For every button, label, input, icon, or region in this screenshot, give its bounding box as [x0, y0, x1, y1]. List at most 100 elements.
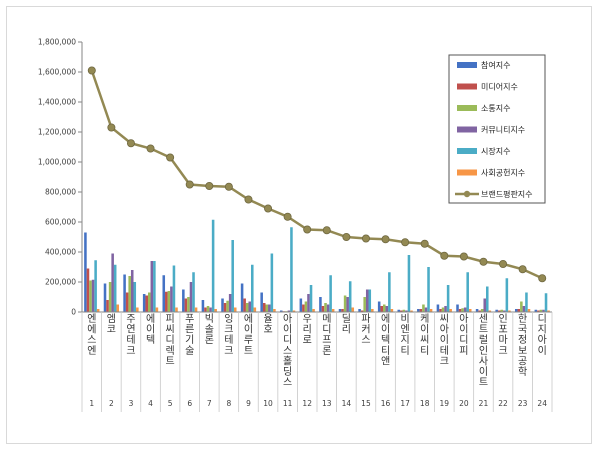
bar-6 — [273, 309, 276, 312]
bar-5 — [525, 292, 528, 312]
bar-3 — [343, 295, 347, 312]
bar-6 — [312, 309, 315, 312]
bar-4 — [209, 307, 212, 312]
bar-1 — [240, 283, 244, 312]
bar-5 — [309, 285, 313, 312]
trend-point — [205, 181, 214, 190]
bar-3 — [206, 306, 210, 312]
category-index: 24 — [537, 399, 547, 408]
bar-3 — [441, 307, 445, 312]
bar-1 — [182, 289, 185, 312]
bar-6 — [468, 309, 472, 312]
bar-1 — [377, 301, 381, 312]
bar-4 — [326, 304, 330, 312]
bar-2 — [478, 310, 481, 312]
bar-1 — [417, 309, 420, 312]
bar-1 — [358, 309, 361, 312]
bar-6 — [331, 309, 335, 312]
bar-6 — [96, 309, 100, 312]
bar-2 — [458, 309, 462, 312]
bar-2 — [341, 309, 344, 312]
legend-label: 미디어지수 — [481, 82, 518, 92]
bar-2 — [517, 309, 521, 312]
category-index: 13 — [322, 399, 332, 408]
category-index: 3 — [129, 399, 134, 408]
trend-point — [420, 239, 429, 248]
bar-1 — [221, 298, 224, 312]
bar-3 — [187, 297, 190, 312]
bar-1 — [397, 309, 401, 312]
bar-4 — [522, 306, 526, 312]
legend-label: 참여지수 — [481, 60, 510, 70]
legend-swatch — [457, 62, 477, 68]
bar-2 — [125, 292, 129, 312]
category-index: 7 — [207, 399, 212, 408]
bar-4 — [365, 289, 369, 312]
bar-4 — [150, 261, 154, 312]
bar-4 — [170, 286, 173, 312]
bar-2 — [400, 310, 403, 312]
bar-5 — [94, 260, 97, 312]
bar-2 — [243, 298, 246, 312]
category-index: 18 — [420, 399, 430, 408]
category-index: 15 — [361, 399, 371, 408]
trend-point — [303, 225, 312, 234]
bar-4 — [444, 306, 447, 312]
bar-6 — [214, 309, 217, 312]
bar-3 — [226, 300, 229, 312]
bar-5 — [329, 275, 332, 312]
y-tick-label: 600,000 — [45, 218, 76, 227]
category-index: 12 — [302, 399, 312, 408]
bar-3 — [383, 304, 386, 312]
bar-2 — [439, 309, 442, 312]
category-index: 9 — [246, 399, 251, 408]
bar-6 — [136, 307, 139, 312]
bar-2 — [86, 268, 90, 312]
trend-line — [87, 66, 547, 283]
trend-point — [107, 123, 116, 132]
bar-1 — [103, 283, 107, 312]
bar-6 — [429, 309, 433, 312]
bar-3 — [402, 309, 406, 312]
bar-6 — [155, 307, 159, 312]
trend-point — [185, 180, 194, 189]
trend-point — [459, 252, 468, 261]
bar-5 — [172, 265, 176, 312]
y-tick-label: 1,400,000 — [38, 98, 76, 107]
bar-3 — [167, 291, 171, 312]
bar-6 — [508, 310, 511, 312]
legend-line-marker — [463, 190, 471, 198]
bar-3 — [128, 276, 131, 312]
legend-label: 커뮤니티지수 — [481, 125, 525, 135]
trend-point — [87, 66, 96, 75]
bar-3 — [461, 308, 464, 312]
bar-1 — [84, 232, 87, 312]
category-index: 8 — [226, 399, 231, 408]
y-tick-label: 0 — [71, 308, 76, 317]
bar-4 — [542, 309, 545, 312]
bar-5 — [486, 286, 489, 312]
bar-6 — [547, 310, 550, 312]
bar-2 — [106, 300, 109, 312]
bar-1 — [319, 297, 322, 312]
y-tick-label: 1,200,000 — [38, 128, 76, 137]
bar-1 — [436, 304, 440, 312]
bar-5 — [407, 255, 411, 312]
x-axis-labels: 엔 에 스 엔 1 엠 코 2 주 연 테 크 3 에 이 텍 4 피 씨 디 렉 트 5 푸 른 기 술 6 빅 솔 론 7 잉 크 테 크 8 에 이 루… — [81, 311, 553, 412]
bar-1 — [142, 294, 146, 312]
bar-1 — [279, 310, 283, 312]
bar-5 — [133, 282, 137, 312]
bar-4 — [287, 310, 291, 312]
bar-1 — [495, 309, 498, 312]
legend-swatch — [457, 169, 477, 176]
category-index: 17 — [400, 399, 410, 408]
